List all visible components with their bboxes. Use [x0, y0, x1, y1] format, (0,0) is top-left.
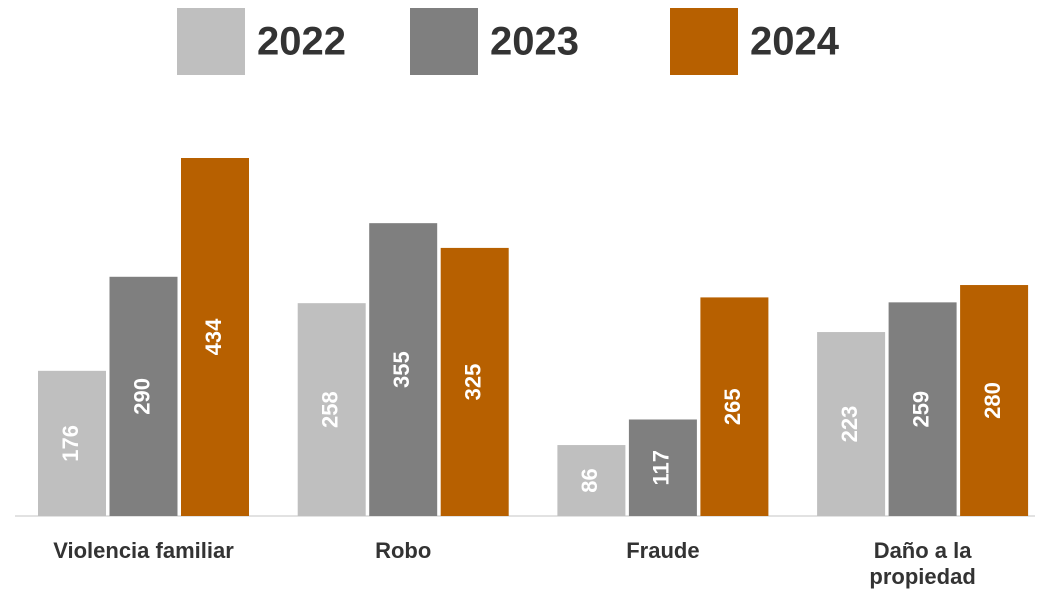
value-label: 223: [837, 406, 862, 443]
x-tick-label: Robo: [375, 538, 432, 563]
legend-swatch: [670, 8, 738, 75]
value-label: 259: [908, 391, 933, 428]
bar: [109, 276, 178, 516]
bar: [440, 247, 509, 516]
bar: [181, 158, 249, 516]
bar: [960, 285, 1029, 516]
value-label: 434: [201, 318, 226, 355]
x-tick-label: Daño a la propiedad: [869, 538, 976, 589]
legend-label: 2022: [257, 20, 346, 64]
bar: [297, 303, 366, 516]
legend-label: 2023: [490, 20, 579, 64]
bar: [817, 332, 886, 516]
legend-label: 2024: [750, 20, 840, 64]
bar: [628, 419, 697, 516]
value-label: 280: [980, 382, 1005, 419]
value-label: 117: [649, 450, 674, 486]
value-label: 258: [318, 391, 343, 428]
bar: [38, 370, 106, 516]
value-label: 290: [129, 378, 154, 415]
bar: [369, 223, 438, 516]
bar: [700, 297, 769, 516]
x-tick-label: Fraude: [626, 538, 700, 563]
bar: [888, 302, 957, 516]
value-label: 325: [461, 364, 486, 401]
value-label: 265: [720, 388, 745, 425]
legend-swatch: [177, 8, 245, 75]
x-tick-label: Violencia familiar: [53, 538, 234, 563]
legend-swatch: [410, 8, 478, 75]
bar: [557, 445, 626, 516]
value-label: 355: [389, 351, 414, 388]
value-label: 86: [577, 468, 602, 492]
value-label: 176: [58, 425, 83, 462]
